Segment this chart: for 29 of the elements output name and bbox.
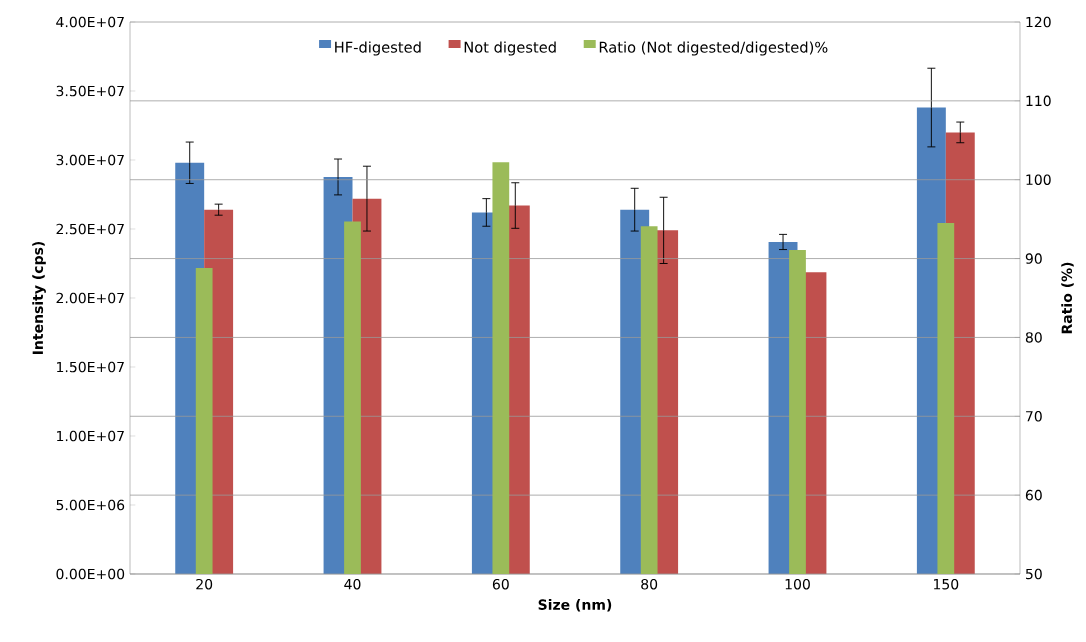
y2-tick-label: 90 bbox=[1025, 253, 1042, 264]
y-axis-title: Intensity (cps) bbox=[32, 241, 46, 355]
x-tick-label: 150 bbox=[933, 578, 959, 590]
y-tick-label: 3.00E+07 bbox=[56, 154, 124, 166]
legend-label: HF-digested bbox=[335, 41, 421, 56]
y2-tick-label: 80 bbox=[1025, 332, 1042, 343]
x-tick-label: 60 bbox=[492, 578, 509, 590]
x-tick-label: 40 bbox=[344, 578, 361, 590]
y-tick-label: 1.00E+07 bbox=[57, 430, 124, 442]
legend-label: Not digested bbox=[464, 41, 556, 56]
y-tick-label: 4.00E+07 bbox=[56, 16, 124, 28]
x-tick-label: 100 bbox=[785, 578, 810, 590]
y-tick-label: 2.50E+07 bbox=[56, 223, 124, 235]
y-tick-label: 0.00E+00 bbox=[56, 568, 125, 580]
x-tick-label: 80 bbox=[641, 578, 658, 590]
y-tick-label: 2.00E+07 bbox=[56, 292, 124, 304]
y-tick-label: 1.50E+07 bbox=[57, 361, 124, 373]
y-tick-label: 5.00E+06 bbox=[56, 499, 125, 511]
y2-tick-label: 60 bbox=[1025, 489, 1042, 501]
y2-tick-label: 100 bbox=[1026, 174, 1051, 185]
y2-tick-label: 50 bbox=[1026, 568, 1042, 580]
y2-tick-label: 110 bbox=[1026, 95, 1051, 107]
y-tick-label: 3.50E+07 bbox=[56, 85, 124, 97]
y2-axis-title: Ratio (%) bbox=[1061, 262, 1074, 334]
y2-tick-label: 70 bbox=[1026, 410, 1042, 422]
x-tick-label: 20 bbox=[196, 578, 213, 590]
y2-tick-label: 120 bbox=[1026, 16, 1051, 28]
legend-label: Ratio (Not digested/digested)% bbox=[599, 41, 828, 56]
x-axis-title: Size (nm) bbox=[538, 599, 612, 612]
